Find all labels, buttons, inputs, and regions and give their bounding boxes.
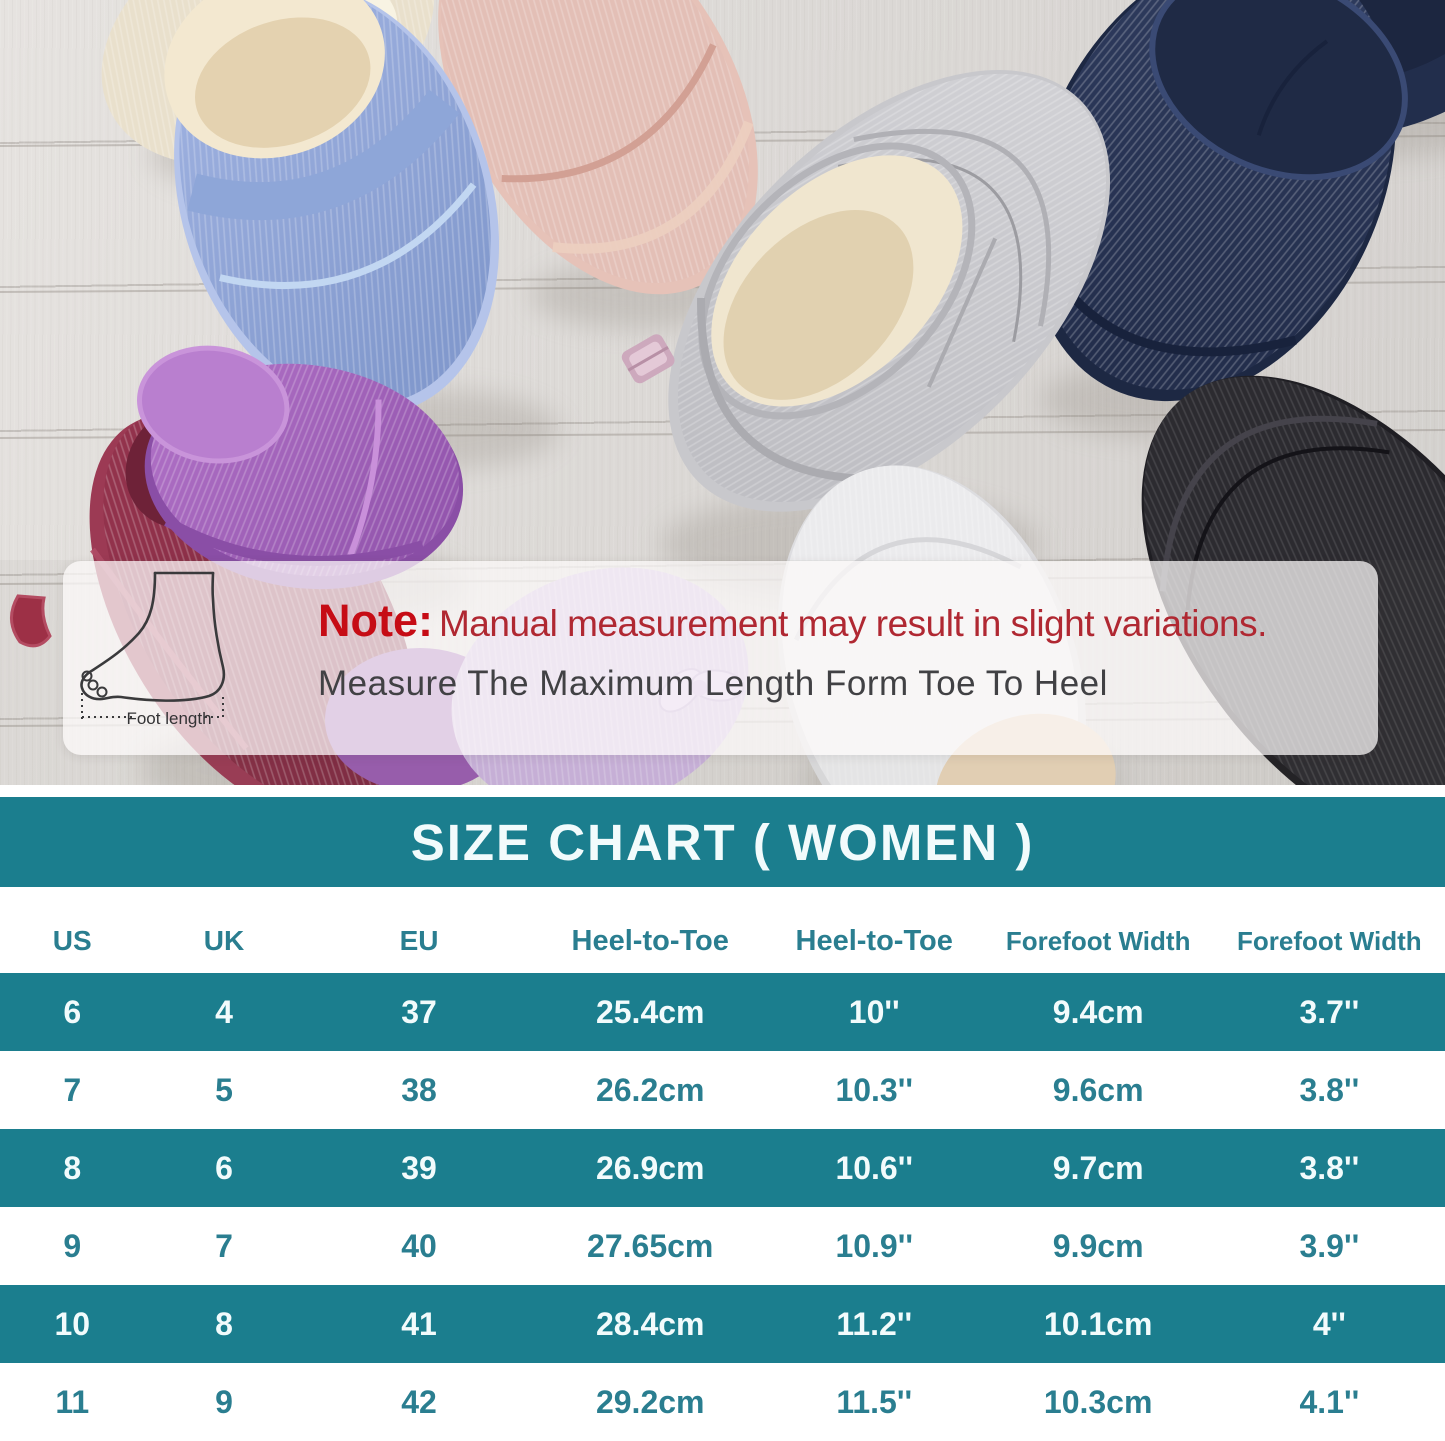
table-cell: 7	[63, 1071, 82, 1108]
table-cell: 4.1''	[1299, 1383, 1360, 1420]
table-cell: 9	[63, 1227, 82, 1264]
divider	[0, 785, 1445, 797]
table-row: 11 9 42 29.2cm 11.5'' 10.3cm 4.1''	[0, 1363, 1445, 1441]
table-cell: 25.4cm	[595, 993, 705, 1030]
slippers-illustration	[0, 0, 1445, 785]
table-row: 8 6 39 26.9cm 10.6'' 9.7cm 3.8''	[0, 1129, 1445, 1207]
table-cell: 10.3cm	[1043, 1383, 1153, 1420]
table-cell: 27.65cm	[587, 1227, 714, 1264]
foot-length-diagram: Foot length	[80, 571, 226, 728]
note-subtext: Measure The Maximum Length Form Toe To H…	[318, 664, 1108, 703]
table-cell: 6	[63, 993, 82, 1030]
table-cell: 10	[54, 1305, 91, 1342]
table-cell: 42	[401, 1383, 437, 1420]
note-label: Note:	[318, 595, 433, 646]
header-cell-2: UK	[203, 925, 245, 956]
header-cell-7: Forefoot Width	[1237, 925, 1422, 956]
table-cell: 4''	[1312, 1305, 1346, 1342]
table-cell: 9	[215, 1383, 233, 1420]
slipper-pink	[438, 0, 758, 295]
table-row: 7 5 38 26.2cm 10.3'' 9.6cm 3.8''	[0, 1051, 1445, 1129]
table-cell: 38	[401, 1071, 437, 1108]
note-banner: Foot length Note: Manual measurement may…	[63, 561, 1378, 755]
header-cell-3: EU	[399, 925, 439, 956]
table-cell: 3.8''	[1299, 1149, 1360, 1186]
table-cell: 11.2''	[836, 1305, 913, 1342]
table-cell: 3.9''	[1299, 1227, 1360, 1264]
table-cell: 39	[401, 1149, 437, 1186]
table-cell: 10.9''	[835, 1227, 913, 1264]
table-cell: 6	[215, 1149, 233, 1186]
note-line: Note: Manual measurement may result in s…	[318, 595, 1358, 647]
slippers-photo: Foot length Note: Manual measurement may…	[0, 0, 1445, 785]
table-cell: 40	[401, 1227, 437, 1264]
table-row: 6 4 37 25.4cm 10'' 9.4cm 3.7''	[0, 973, 1445, 1051]
table-cell: 5	[215, 1071, 233, 1108]
note-text: Note: Manual measurement may result in s…	[318, 595, 1358, 704]
size-chart-body: 6 4 37 25.4cm 10'' 9.4cm 3.7'' 7 5 38 26.2cm 10.3''…	[0, 973, 1445, 1441]
header-cell-4: Heel-to-Toe	[571, 924, 729, 957]
slipper-navy	[1026, 0, 1408, 402]
header-cell-6: Forefoot Width	[1005, 925, 1191, 956]
size-chart-header-row: US UK EU Heel-to-Toe Heel-to-Toe Forefoot Wid…	[0, 887, 1445, 973]
table-cell: 10''	[848, 993, 900, 1030]
note-sentence: Manual measurement may result in slight …	[438, 603, 1267, 644]
table-cell: 26.2cm	[595, 1071, 705, 1108]
table-cell: 9.4cm	[1052, 993, 1144, 1030]
satin-tab	[621, 334, 675, 384]
table-cell: 11	[55, 1383, 90, 1420]
size-chart-title: SIZE CHART ( WOMEN )	[410, 813, 1035, 871]
table-cell: 26.9cm	[595, 1149, 705, 1186]
table-cell: 9.7cm	[1052, 1149, 1144, 1186]
slipper-purple	[137, 345, 464, 590]
table-cell: 37	[401, 993, 437, 1030]
table-cell: 29.2cm	[595, 1383, 705, 1420]
table-cell: 8	[215, 1305, 233, 1342]
slipper-blue	[164, 0, 500, 416]
table-cell: 41	[401, 1305, 437, 1342]
hang-loop	[10, 594, 52, 648]
table-cell: 9.9cm	[1052, 1227, 1144, 1264]
table-row: 10 8 41 28.4cm 11.2'' 10.1cm 4''	[0, 1285, 1445, 1363]
table-row: 9 7 40 27.65cm 10.9'' 9.9cm 3.9''	[0, 1207, 1445, 1285]
table-cell: 10.3''	[835, 1071, 913, 1108]
table-cell: 10.1cm	[1043, 1305, 1153, 1342]
table-cell: 9.6cm	[1052, 1071, 1144, 1108]
table-cell: 10.6''	[835, 1149, 913, 1186]
table-cell: 4	[215, 993, 233, 1030]
table-cell: 28.4cm	[595, 1305, 705, 1342]
slipper-gray	[668, 69, 1111, 512]
table-cell: 11.5''	[836, 1383, 913, 1420]
header-cell-5: Heel-to-Toe	[795, 924, 953, 957]
table-cell: 8	[63, 1149, 82, 1186]
table-cell: 3.8''	[1299, 1071, 1360, 1108]
size-chart-title-bar: SIZE CHART ( WOMEN )	[0, 797, 1445, 887]
foot-length-caption: Foot length	[126, 709, 211, 728]
table-cell: 3.7''	[1299, 993, 1360, 1030]
table-cell: 7	[215, 1227, 233, 1264]
header-cell-1: US	[52, 925, 92, 956]
